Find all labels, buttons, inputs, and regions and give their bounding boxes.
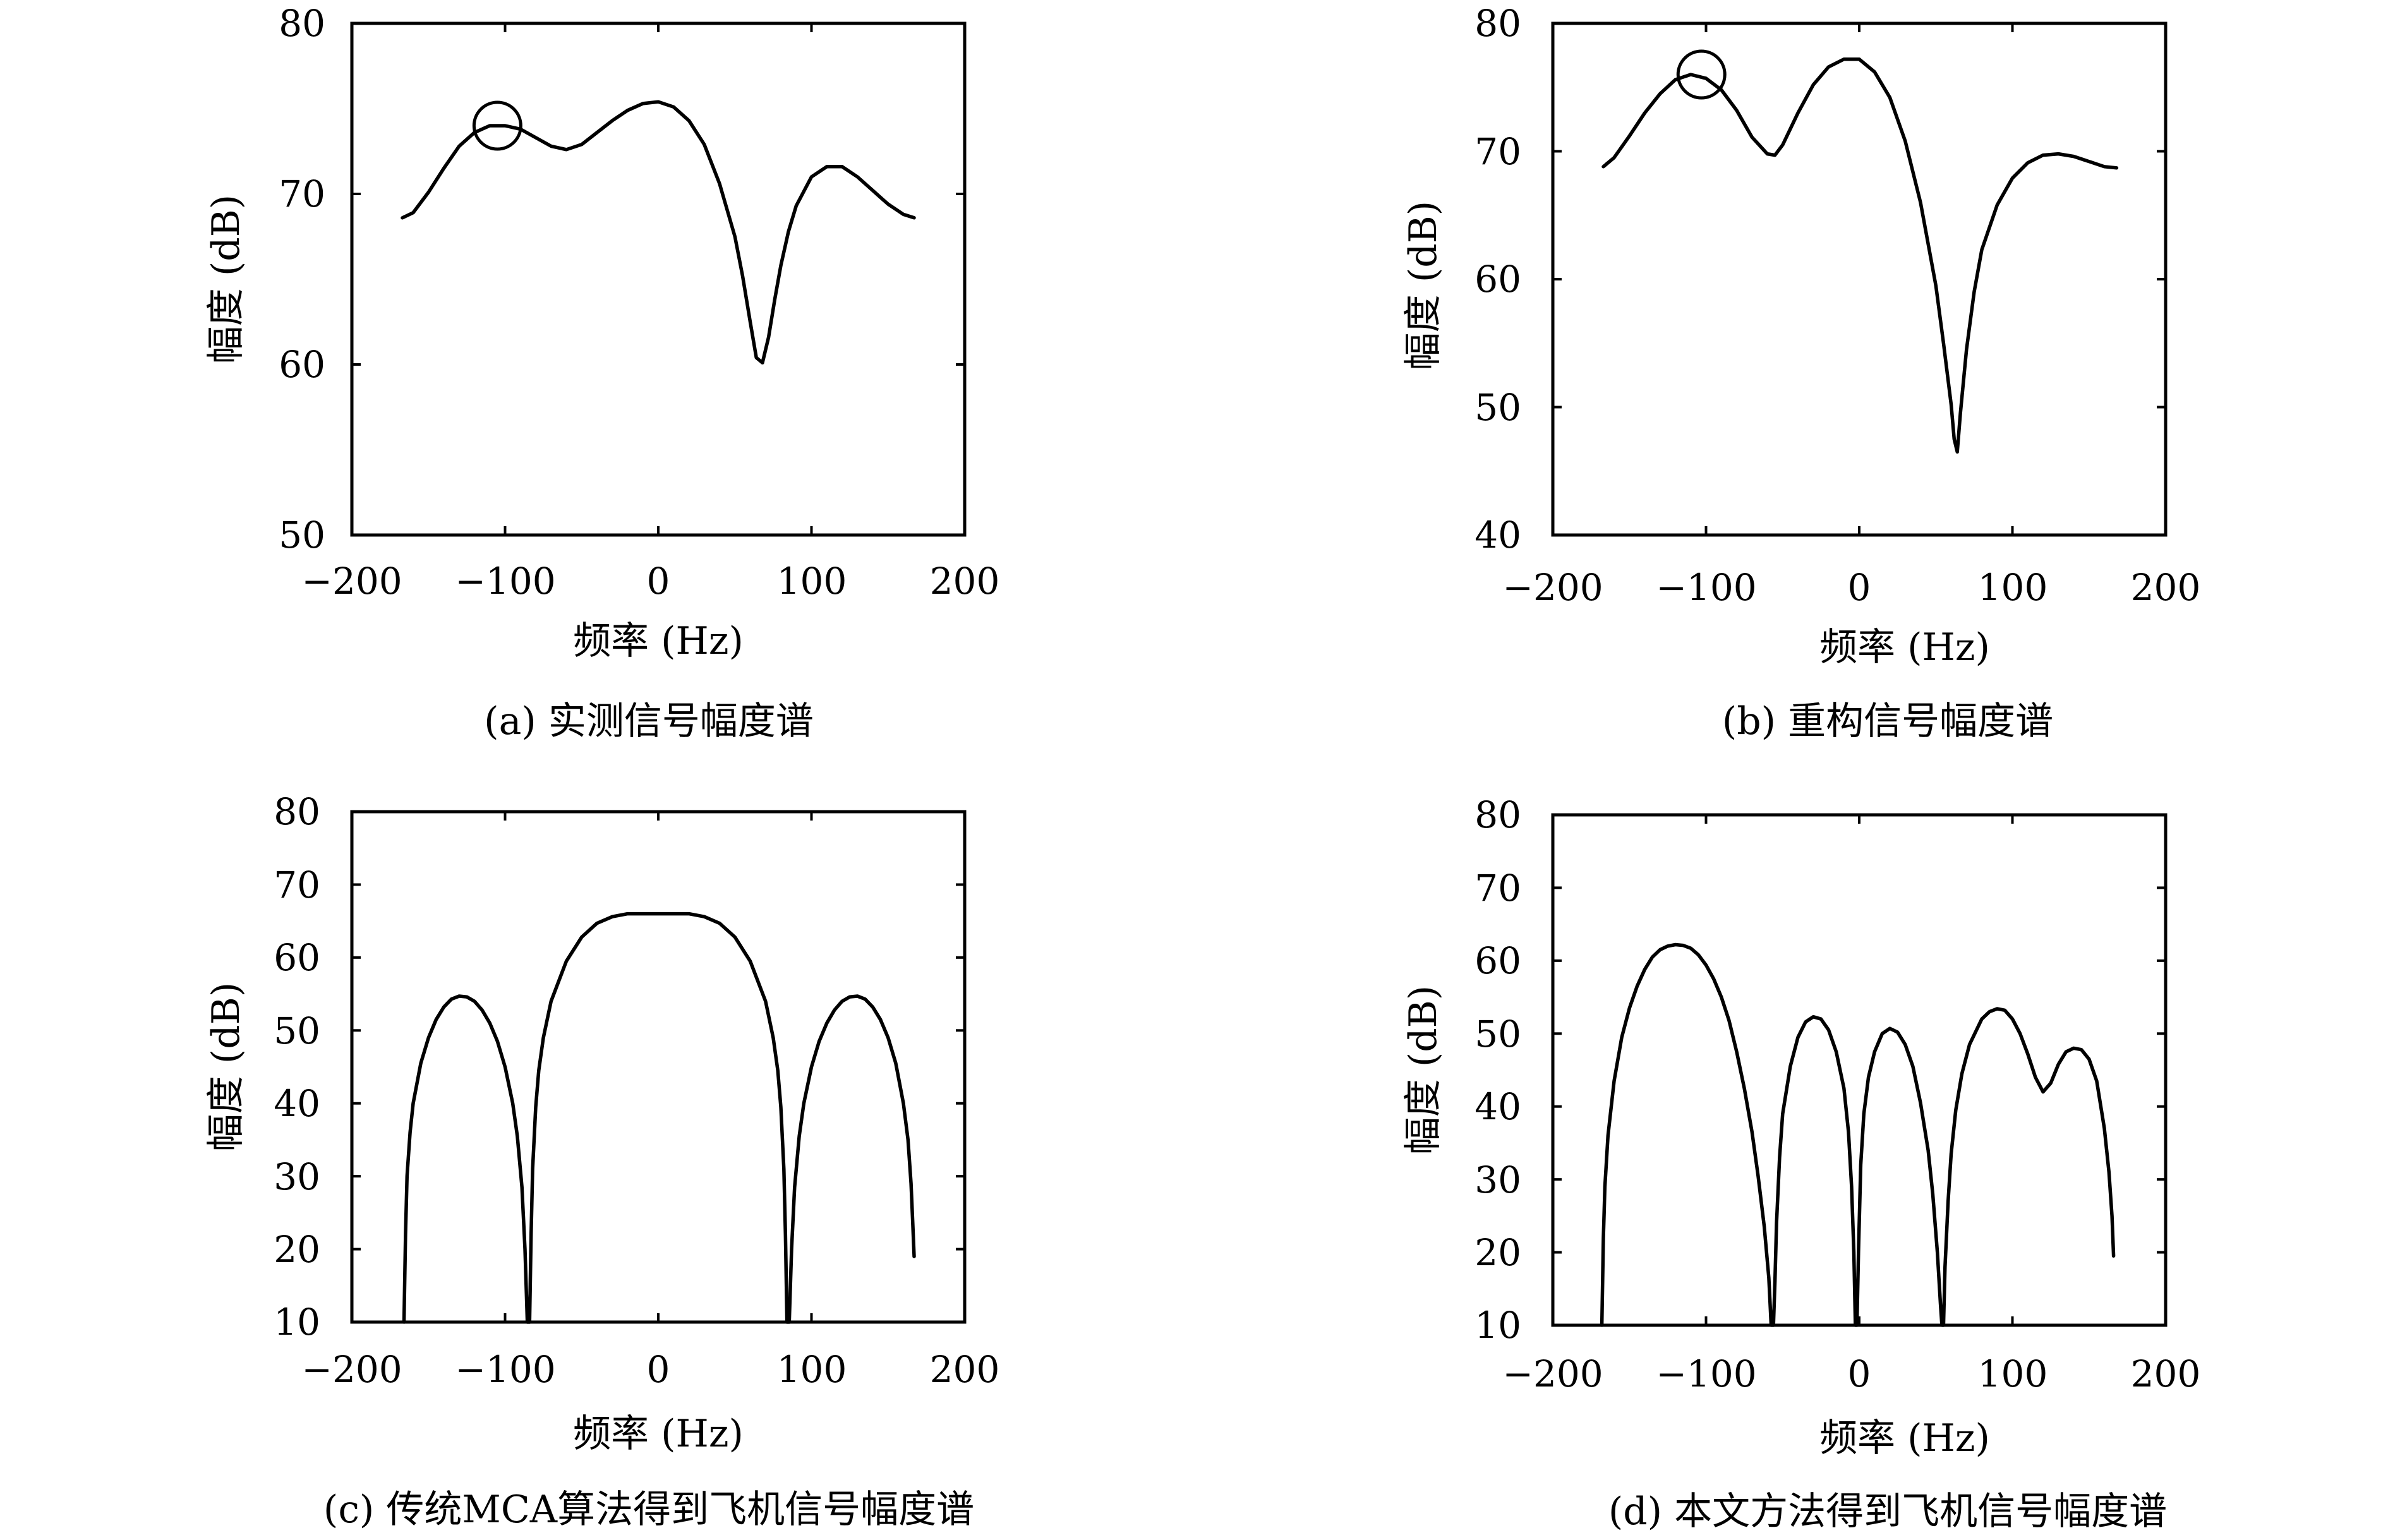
x-tick-labels-b: −200 −100 0 100 200 [1502,566,2200,609]
y-tick-label-d-2: 30 [1474,1158,1521,1201]
x-tick-label-d-1: −100 [1656,1352,1756,1395]
series-line-c-0 [402,911,916,1324]
ticks-a [351,22,966,536]
y-tick-label-a-0: 50 [279,514,325,556]
highlight-circle-a [472,100,522,151]
panel-d: −200 −100 0 100 200 10 20 30 40 50 60 70… [1401,793,2200,1534]
ticks-b [1552,22,2167,536]
plot-frame-b [1551,21,2168,537]
y-tick-labels-d: 10 20 30 40 50 60 70 80 [1474,793,1521,1347]
highlight-circle-b [1676,49,1727,100]
x-tick-label-a-1: −100 [455,560,555,603]
x-tick-label-a-2: 0 [647,560,670,603]
ticks-c [351,810,966,1323]
series-layer-a [401,100,916,365]
x-tick-label-c-4: 200 [930,1348,1000,1391]
x-tick-labels-c: −200 −100 0 100 200 [301,1348,999,1391]
x-tick-label-b-4: 200 [2131,566,2201,609]
y-tick-label-d-6: 70 [1474,867,1521,910]
y-tick-labels-b: 40 50 60 70 80 [1474,2,1521,556]
y-axis-label-b: 幅度 (dB) [1401,201,1445,370]
y-tick-labels-a: 50 60 70 80 [279,2,325,556]
y-tick-label-d-3: 40 [1474,1085,1521,1128]
caption-d: (d) 本文方法得到飞机信号幅度谱 [1608,1489,2167,1534]
x-tick-labels-d: −200 −100 0 100 200 [1502,1352,2200,1395]
series-layer-c [402,911,916,1324]
series-line-a-0 [401,100,916,365]
y-axis-label-a: 幅度 (dB) [204,195,248,364]
y-tick-labels-c: 10 20 30 40 50 60 70 80 [274,790,320,1344]
y-tick-label-c-1: 20 [274,1228,320,1271]
panel-c: −200 −100 0 100 200 10 20 30 40 50 60 70… [204,790,999,1532]
x-tick-label-b-1: −100 [1656,566,1756,609]
x-tick-label-c-3: 100 [777,1348,847,1391]
y-tick-label-c-2: 30 [274,1155,320,1198]
y-tick-label-b-4: 80 [1474,2,1521,45]
x-tick-label-b-0: −200 [1502,566,1603,609]
y-tick-label-c-3: 40 [274,1082,320,1125]
y-tick-label-c-7: 80 [274,790,320,833]
y-tick-label-c-6: 70 [274,863,320,906]
x-tick-label-a-0: −200 [301,560,402,603]
y-tick-label-d-0: 10 [1474,1304,1521,1347]
x-tick-label-d-0: −200 [1502,1352,1603,1395]
x-axis-label-d: 频率 (Hz) [1819,1416,1990,1460]
y-tick-label-a-2: 70 [279,172,325,215]
y-tick-label-c-5: 60 [274,936,320,979]
caption-c: (c) 传统MCA算法得到飞机信号幅度谱 [323,1488,974,1532]
series-line-d-0 [1600,942,2116,1327]
x-tick-label-d-2: 0 [1848,1352,1871,1395]
caption-b: (b) 重构信号幅度谱 [1722,699,2053,743]
x-tick-label-c-1: −100 [455,1348,555,1391]
y-tick-label-a-3: 80 [279,2,325,45]
y-tick-label-b-2: 60 [1474,258,1521,301]
x-axis-label-a: 频率 (Hz) [573,619,744,663]
x-tick-label-b-3: 100 [1978,566,2048,609]
y-axis-label-d: 幅度 (dB) [1401,985,1445,1155]
y-tick-label-b-0: 40 [1474,514,1521,556]
x-axis-label-c: 频率 (Hz) [573,1412,744,1456]
x-tick-labels-a: −200 −100 0 100 200 [301,560,999,603]
x-tick-label-b-2: 0 [1848,566,1871,609]
series-layer-d [1600,942,2116,1327]
y-tick-label-d-4: 50 [1474,1013,1521,1056]
panel-b: −200 −100 0 100 200 40 50 60 70 80 频率 (H… [1401,2,2200,743]
y-tick-label-a-1: 60 [279,343,325,386]
y-tick-label-b-1: 50 [1474,386,1521,429]
series-line-b-0 [1601,57,2119,454]
x-tick-label-a-4: 200 [930,560,1000,603]
x-tick-label-d-3: 100 [1978,1352,2048,1395]
x-tick-label-c-2: 0 [647,1348,670,1391]
x-tick-label-a-3: 100 [777,560,847,603]
y-tick-label-c-4: 50 [274,1009,320,1052]
y-tick-label-d-5: 60 [1474,939,1521,982]
series-layer-b [1601,49,2119,454]
ticks-d [1552,814,2167,1326]
y-tick-label-d-1: 20 [1474,1231,1521,1274]
panel-a: −200 −100 0 100 200 50 60 70 80 频率 (Hz) … [204,2,999,743]
caption-a: (a) 实测信号幅度谱 [484,699,814,743]
y-axis-label-c: 幅度 (dB) [204,982,248,1152]
y-tick-label-d-7: 80 [1474,793,1521,836]
y-tick-label-c-0: 10 [274,1301,320,1344]
x-tick-label-d-4: 200 [2131,1352,2201,1395]
x-axis-label-b: 频率 (Hz) [1819,625,1990,670]
x-tick-label-c-0: −200 [301,1348,402,1391]
plot-frame-c [350,810,967,1324]
y-tick-label-b-3: 70 [1474,130,1521,173]
